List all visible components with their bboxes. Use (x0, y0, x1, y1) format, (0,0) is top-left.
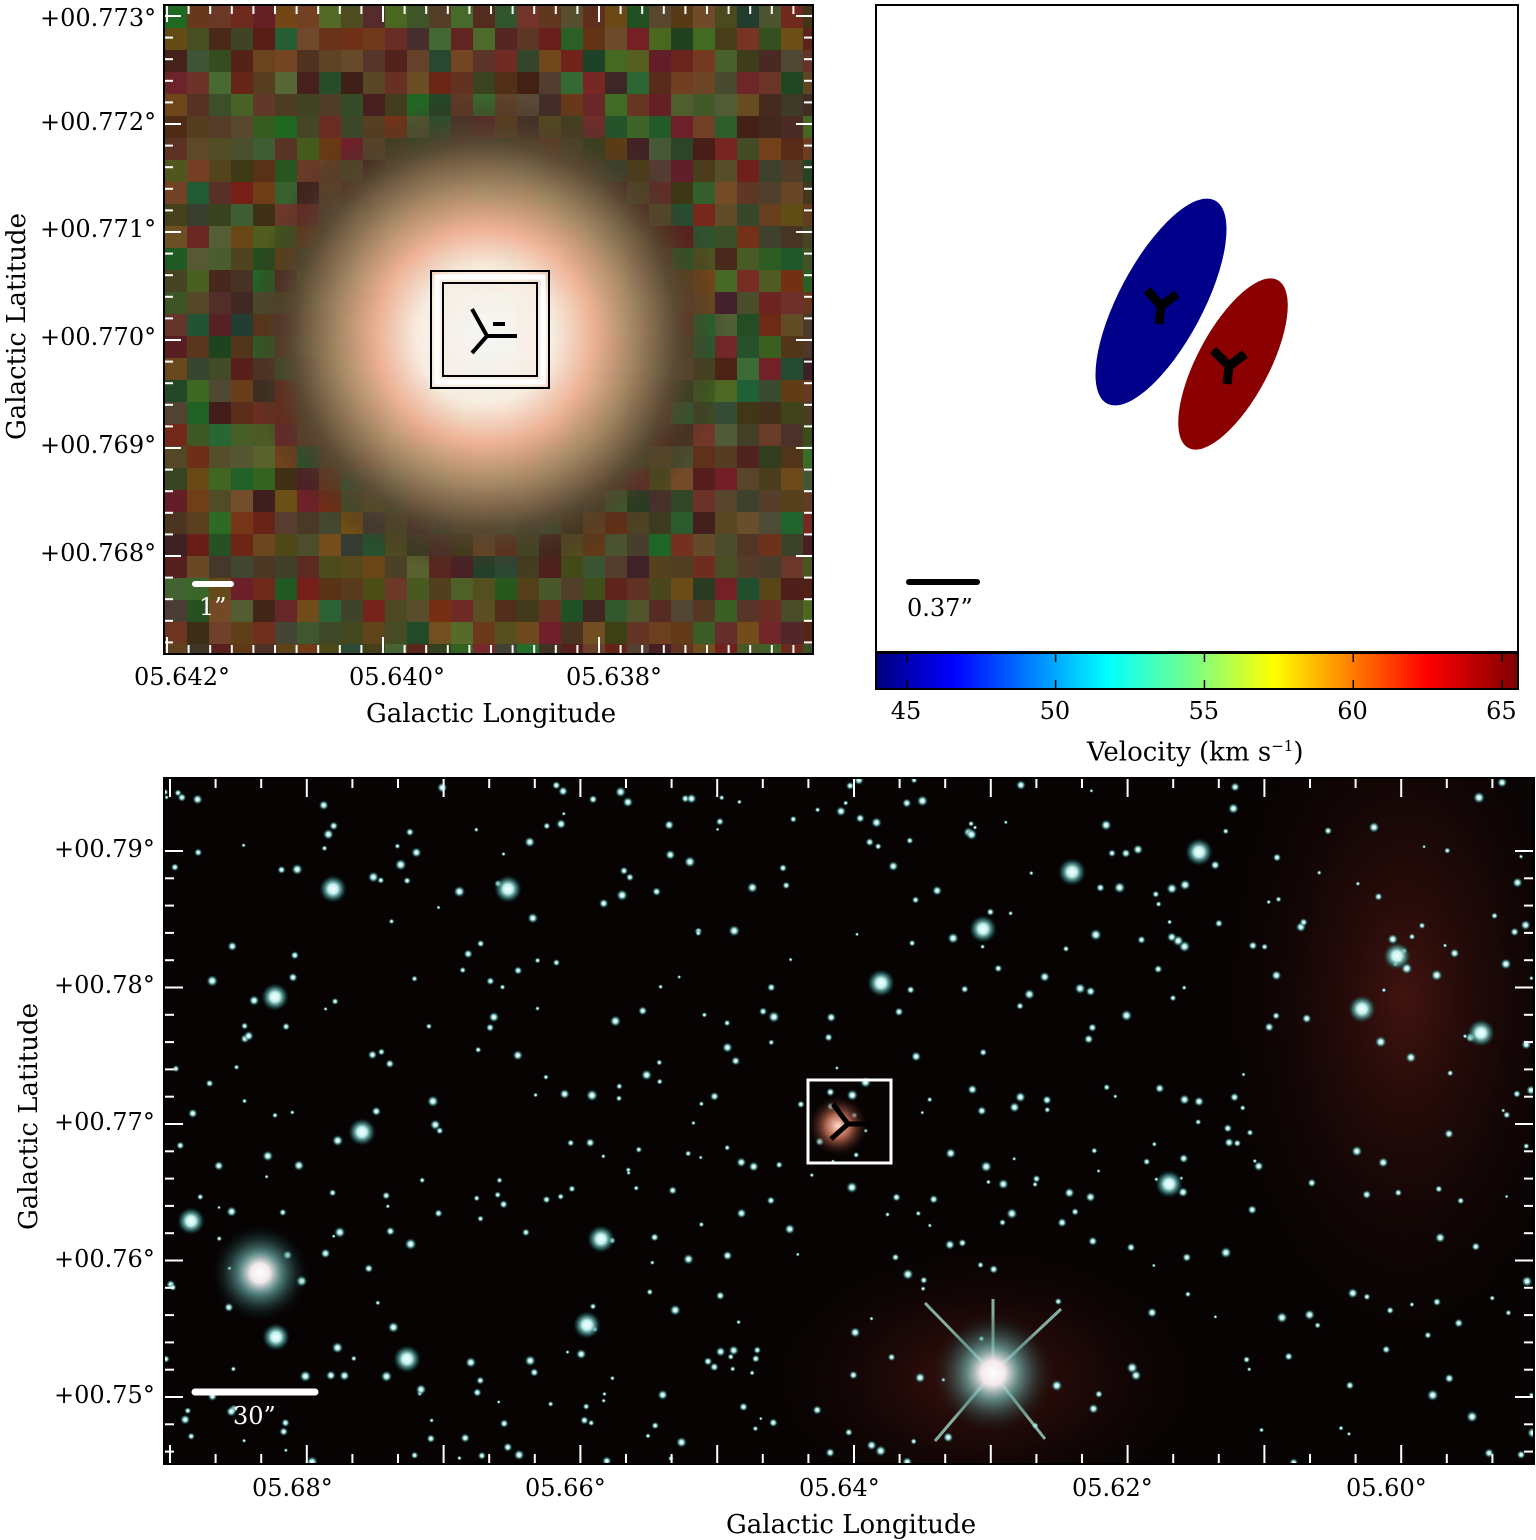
y-tick-label: +00.77° (54, 1108, 155, 1136)
y-axis-title: Galactic Latitude (14, 1003, 44, 1230)
x-tick-label: 05.64° (799, 1474, 880, 1502)
source-marker-icon (829, 1102, 871, 1141)
y-tick-label: +00.772° (40, 108, 157, 136)
colorbar-tick-label: 45 (890, 697, 922, 725)
x-axis-title: Galactic Longitude (366, 699, 617, 729)
x-tick-label: 05.640° (349, 663, 445, 691)
source-marker-icon (1209, 346, 1248, 385)
source-marker-icon (470, 308, 517, 355)
scale-bar-label: 1” (199, 593, 227, 621)
y-tick-label: +00.769° (40, 431, 157, 459)
x-tick-label: 05.642° (134, 663, 230, 691)
y-tick-label: +00.78° (54, 971, 155, 999)
velocity-colorbar (875, 652, 1519, 690)
scale-bar-label: 30” (233, 1402, 276, 1430)
y-tick-label: +00.773° (40, 4, 157, 32)
x-tick-label: 05.62° (1072, 1474, 1153, 1502)
velocity-map-panel: 0.37” (875, 4, 1519, 653)
y-axis-title: Galactic Latitude (2, 213, 32, 440)
y-tick-label: +00.79° (54, 835, 155, 863)
wide-field-rgb-image (165, 779, 1533, 1463)
colorbar-tick-label: 60 (1337, 697, 1368, 725)
colorbar-tick-label: 65 (1486, 697, 1517, 725)
velocity-ellipses (906, 198, 1288, 585)
x-tick-label: 05.60° (1346, 1474, 1427, 1502)
y-tick-label: +00.770° (40, 323, 157, 351)
x-tick-label: 05.638° (566, 663, 662, 691)
x-axis-title: Galactic Longitude (726, 1510, 977, 1540)
colorbar-tick-label: 50 (1039, 697, 1071, 725)
source-marker-icon (1143, 287, 1180, 325)
colorbar-tick-label: 55 (1188, 697, 1219, 725)
colorbar-title: Velocity (km s−1) (1087, 737, 1304, 768)
x-tick-label: 05.66° (525, 1474, 606, 1502)
scale-bar-label: 0.37” (907, 594, 973, 622)
y-tick-label: +00.76° (54, 1245, 155, 1273)
y-tick-label: +00.75° (54, 1381, 155, 1409)
y-tick-label: +00.768° (40, 539, 157, 567)
y-tick-label: +00.771° (40, 215, 157, 243)
zoom-image-panel: 1” (163, 4, 814, 655)
wide-field-image-panel: 30” (163, 777, 1535, 1465)
zoom-rgb-image (165, 6, 812, 653)
x-tick-label: 05.68° (252, 1474, 333, 1502)
